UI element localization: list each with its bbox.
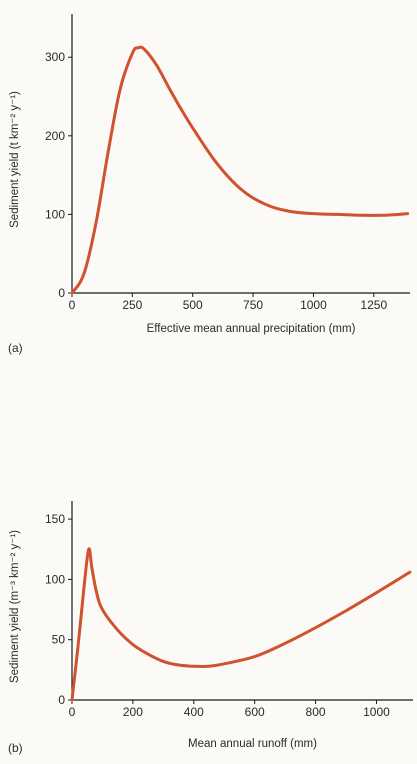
y-tick-label: 50 <box>52 633 66 647</box>
y-tick-label: 0 <box>58 286 65 300</box>
x-tick-label: 200 <box>123 705 143 719</box>
y-tick-label: 100 <box>45 207 65 221</box>
y-tick-label: 0 <box>58 693 65 707</box>
x-tick-label: 400 <box>184 705 204 719</box>
x-axis-title: Mean annual runoff (mm) <box>188 738 317 750</box>
chart-panel-b: 0 200 400 600 800 1000 0 50 100 150 Mean annual ru… <box>8 501 413 755</box>
panel-label: (b) <box>8 741 23 755</box>
x-tick-label: 1000 <box>300 298 327 312</box>
x-tick-label: 1000 <box>363 705 390 719</box>
y-axis-title: Sediment yield (m⁻³ km⁻² y⁻¹) <box>9 530 21 683</box>
x-tick-label: 600 <box>245 705 265 719</box>
x-tick-label: 250 <box>122 298 142 312</box>
x-tick-label: 750 <box>243 298 263 312</box>
y-tick-label: 150 <box>45 512 65 526</box>
x-tick-label: 1250 <box>360 298 387 312</box>
y-tick-label: 300 <box>45 50 65 64</box>
x-tick-label: 500 <box>183 298 203 312</box>
series-line <box>70 45 410 295</box>
x-tick-label: 800 <box>306 705 326 719</box>
x-tick-label: 0 <box>69 705 76 719</box>
y-tick-label: 200 <box>45 129 65 143</box>
x-axis-title: Effective mean annual precipitation (mm) <box>147 323 356 335</box>
series-line <box>70 547 412 702</box>
panel-label: (a) <box>8 341 23 355</box>
chart-panel-a: 0 250 500 750 1000 1250 0 100 200 300 Effective me… <box>8 14 410 355</box>
y-tick-label: 100 <box>45 572 65 586</box>
y-axis-title: Sediment yield (t km⁻² y⁻¹) <box>9 91 21 228</box>
x-tick-label: 0 <box>69 298 76 312</box>
